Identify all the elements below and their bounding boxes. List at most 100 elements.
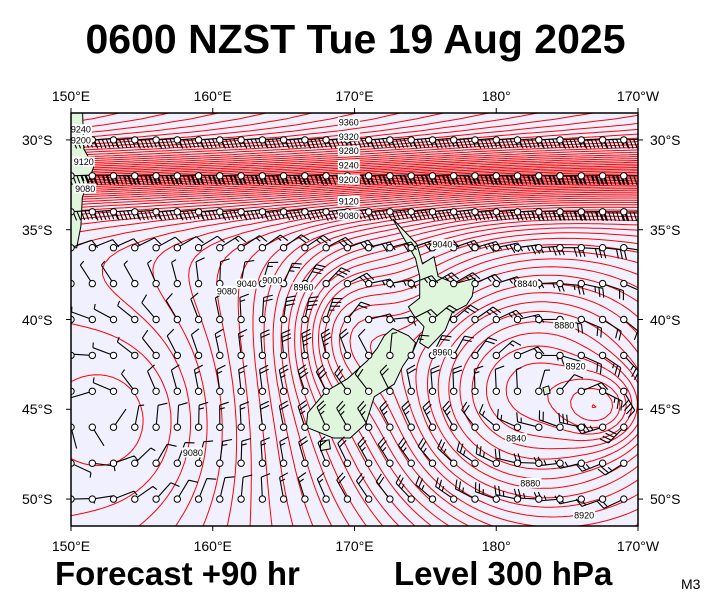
- station-circle: [173, 495, 182, 503]
- station-circle: [620, 351, 628, 360]
- contour-label: 9280: [337, 145, 360, 156]
- station-circle: [237, 459, 245, 467]
- svg-text:9080: 9080: [75, 184, 95, 194]
- station-circle: [598, 495, 607, 503]
- station-circle: [173, 279, 182, 288]
- station-circle: [598, 387, 607, 395]
- station-circle: [279, 244, 288, 252]
- svg-text:8920: 8920: [574, 511, 594, 521]
- station-circle: [620, 387, 628, 395]
- lon-tick-label-top: 170°W: [616, 88, 660, 104]
- station-circle: [577, 351, 585, 360]
- station-circle: [173, 315, 182, 324]
- station-circle: [109, 351, 118, 360]
- lon-tick-label-bottom: 170°E: [335, 538, 374, 554]
- station-circle: [194, 208, 203, 216]
- station-circle: [556, 279, 564, 288]
- station-circle: [322, 279, 330, 288]
- station-circle: [556, 495, 564, 503]
- station-circle: [173, 136, 182, 144]
- station-circle: [598, 136, 607, 144]
- station-circle: [386, 279, 394, 288]
- station-circle: [88, 279, 97, 288]
- contour-label: 8880: [519, 477, 542, 488]
- station-circle: [513, 495, 522, 503]
- station-circle: [428, 208, 437, 216]
- station-circle: [194, 136, 203, 144]
- station-circle: [237, 208, 245, 216]
- station-circle: [428, 459, 437, 467]
- station-circle: [577, 279, 585, 288]
- station-circle: [492, 423, 500, 431]
- station-circle: [131, 208, 139, 216]
- station-circle: [88, 495, 97, 503]
- station-circle: [152, 495, 160, 503]
- station-circle: [216, 244, 224, 252]
- station-circle: [620, 423, 628, 431]
- station-circle: [279, 315, 288, 324]
- station-circle: [577, 136, 585, 144]
- station-circle: [365, 351, 373, 360]
- station-circle: [258, 172, 267, 180]
- station-circle: [365, 315, 373, 324]
- contour-label: 9240: [337, 160, 360, 171]
- station-circle: [194, 279, 203, 288]
- station-circle: [216, 351, 224, 360]
- station-circle: [556, 387, 564, 395]
- forecast-label: Forecast +90 hr: [55, 555, 300, 592]
- station-circle: [131, 423, 139, 431]
- station-circle: [598, 423, 607, 431]
- station-circle: [88, 315, 97, 324]
- station-circle: [152, 315, 160, 324]
- station-circle: [598, 315, 607, 324]
- lat-tick-label-right: 50°S: [650, 491, 681, 508]
- station-circle: [258, 495, 267, 503]
- station-circle: [237, 172, 245, 180]
- station-circle: [386, 172, 394, 180]
- station-circle: [535, 136, 543, 144]
- station-circle: [279, 351, 288, 360]
- station-circle: [343, 351, 352, 360]
- station-circle: [194, 495, 203, 503]
- lat-tick-label-right: 35°S: [650, 221, 681, 238]
- station-circle: [535, 495, 543, 503]
- svg-text:9080: 9080: [183, 448, 203, 458]
- station-circle: [407, 387, 415, 395]
- station-circle: [386, 495, 394, 503]
- contour-label: 8920: [564, 361, 587, 372]
- station-circle: [301, 351, 309, 360]
- station-circle: [109, 423, 118, 431]
- station-circle: [152, 423, 160, 431]
- station-circle: [237, 387, 245, 395]
- station-circle: [109, 495, 118, 503]
- station-circle: [258, 387, 267, 395]
- station-circle: [173, 208, 182, 216]
- station-circle: [407, 315, 415, 324]
- station-circle: [386, 136, 394, 144]
- station-circle: [343, 495, 352, 503]
- station-circle: [194, 459, 203, 467]
- svg-text:9200: 9200: [71, 135, 91, 145]
- svg-text:9360: 9360: [339, 118, 359, 128]
- station-circle: [407, 208, 415, 216]
- station-circle: [88, 208, 97, 216]
- station-circle: [450, 459, 458, 467]
- contour-label: 8960: [292, 282, 315, 293]
- station-circle: [322, 423, 330, 431]
- station-circle: [598, 279, 607, 288]
- station-circle: [173, 244, 182, 252]
- svg-text:9240: 9240: [71, 125, 91, 135]
- station-circle: [152, 459, 160, 467]
- station-circle: [407, 495, 415, 503]
- station-circle: [492, 351, 500, 360]
- station-circle: [279, 208, 288, 216]
- lon-tick-label-bottom: 150°E: [51, 538, 91, 554]
- lon-tick-label-top: 160°E: [193, 88, 232, 104]
- contour-label: 9040: [235, 278, 258, 289]
- level-label: Level 300 hPa: [394, 555, 613, 592]
- station-circle: [365, 208, 373, 216]
- station-circle: [301, 136, 309, 144]
- station-circle: [343, 315, 352, 324]
- station-circle: [152, 351, 160, 360]
